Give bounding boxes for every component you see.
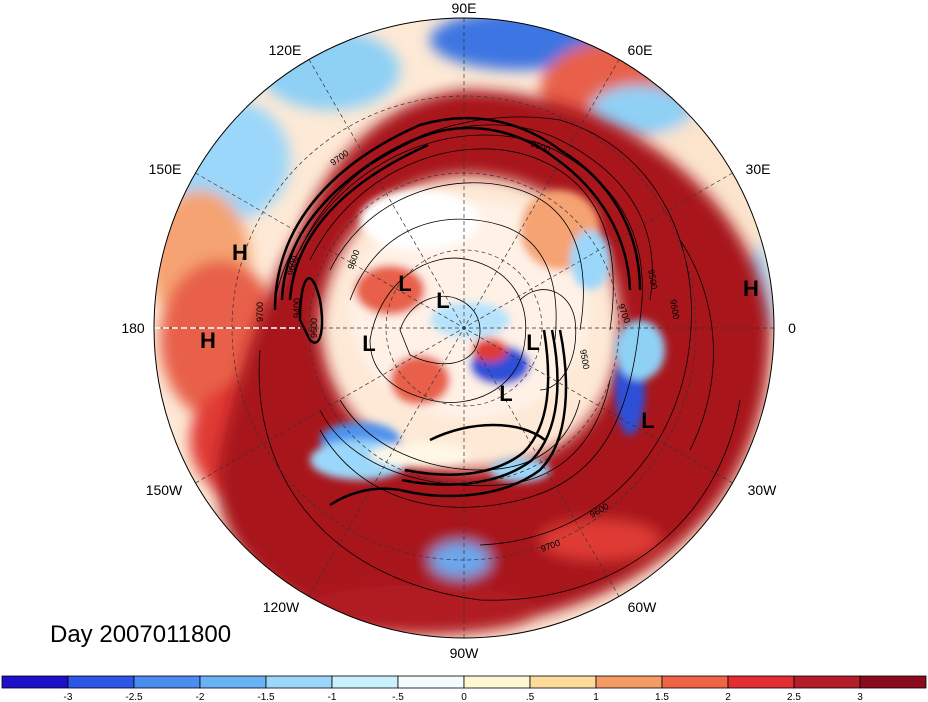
colorbar-tick-label: -3: [64, 692, 73, 702]
low-marker: L: [362, 331, 375, 356]
colorbar-swatch: [463, 675, 531, 689]
colorbar-swatch: [595, 675, 663, 689]
high-marker: H: [200, 328, 216, 353]
height-contours: [258, 116, 741, 601]
low-marker: L: [499, 381, 512, 406]
colorbar-tick-label: -2: [196, 692, 205, 702]
lon-label: 120E: [269, 42, 302, 58]
colorbar-tick-label: 1.5: [655, 692, 669, 702]
colorbar-tick-label: 0: [461, 692, 467, 702]
colorbar-swatch: [265, 675, 333, 689]
colorbar-tick-label: 2: [725, 692, 731, 702]
colorbar-tick-label: -2.5: [125, 692, 143, 702]
lon-label: 180: [121, 320, 145, 336]
lon-label: 150W: [146, 482, 183, 498]
low-marker: L: [526, 330, 539, 355]
anomaly-field: [154, 18, 774, 638]
colorbar-swatch: [199, 675, 267, 689]
colorbar-swatch: [331, 675, 399, 689]
lon-label: 0: [788, 320, 796, 336]
colorbar-swatch: [529, 675, 597, 689]
high-marker: H: [743, 276, 759, 301]
colorbar-swatch: [133, 675, 201, 689]
colorbar: -3 -2.5 -2 -1.5 -1 -.5 0 .5 1 1.5 2 2.5 3: [1, 675, 927, 702]
map-boundary: [153, 17, 775, 639]
colorbar-tick-label: -1: [328, 692, 337, 702]
colorbar-swatch: [793, 675, 861, 689]
colorbar-swatch: [661, 675, 729, 689]
lon-label: 30W: [748, 482, 778, 498]
colorbar-swatch: [67, 675, 135, 689]
colorbar-tick-label: 2.5: [787, 692, 801, 702]
lon-label: 60W: [628, 599, 658, 615]
lon-label: 120W: [263, 599, 300, 615]
colorbar-tick-label: .5: [526, 692, 535, 702]
contour-label: 9400: [292, 298, 302, 318]
colorbar-tick-label: 3: [857, 692, 863, 702]
colorbar-tick-label: 1: [593, 692, 599, 702]
colorbar-swatch: [727, 675, 795, 689]
colorbar-swatch: [1, 675, 69, 689]
colorbar-swatch: [397, 675, 465, 689]
contour-label: 9600: [309, 318, 319, 338]
lon-label: 90E: [452, 0, 477, 16]
contour-label: 9500: [578, 349, 591, 370]
lon-label: 30E: [746, 161, 771, 177]
contour-label: 9600: [668, 299, 681, 320]
contour-label: 9700: [255, 302, 265, 322]
low-marker: L: [398, 271, 411, 296]
low-marker: L: [641, 408, 654, 433]
pressure-system-markers: H H H L L L L L L: [200, 240, 759, 433]
low-marker: L: [436, 288, 449, 313]
graticule: [154, 18, 774, 638]
contour-label: 9500: [646, 269, 659, 290]
colorbar-swatch: [859, 675, 927, 689]
day-title: Day 2007011800: [50, 621, 232, 648]
lon-label: 90W: [450, 645, 480, 661]
lon-label: 150E: [149, 161, 182, 177]
lon-label: 60E: [628, 42, 653, 58]
colorbar-tick-label: -.5: [392, 692, 404, 702]
colorbar-tick-label: -1.5: [257, 692, 275, 702]
longitude-labels: 90E 60E 30E 0 30W 60W 90W 120W 150W 180 …: [121, 0, 796, 661]
high-marker: H: [232, 240, 248, 265]
